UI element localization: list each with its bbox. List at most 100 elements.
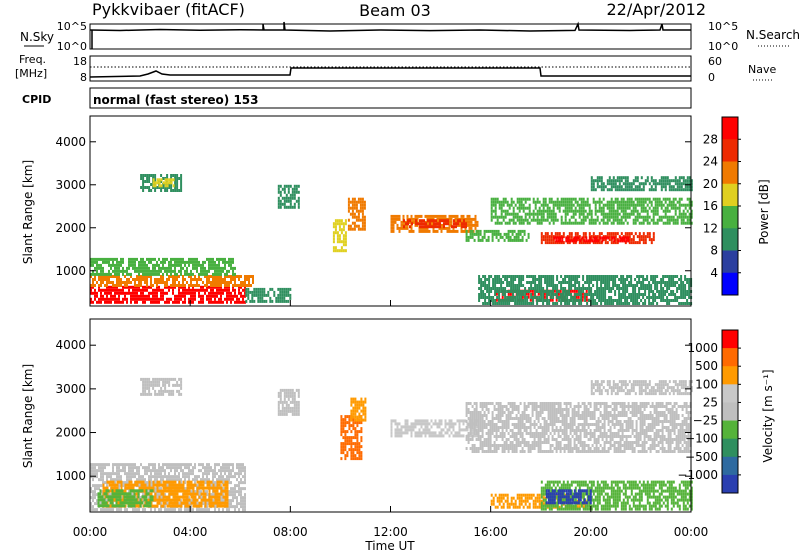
power-cell bbox=[566, 302, 569, 305]
velocity-cell bbox=[186, 475, 188, 479]
power-cell bbox=[160, 269, 162, 273]
power-cell bbox=[682, 287, 685, 290]
power-cell bbox=[359, 203, 362, 207]
power-cell bbox=[468, 223, 471, 227]
power-cell bbox=[479, 238, 482, 242]
power-cell bbox=[664, 197, 667, 201]
power-cell bbox=[544, 238, 547, 242]
velocity-cell bbox=[96, 469, 98, 473]
velocity-cell bbox=[240, 469, 242, 473]
velocity-cell bbox=[192, 489, 195, 493]
power-cell bbox=[624, 302, 627, 305]
velocity-cell bbox=[188, 475, 190, 479]
power-cell bbox=[514, 287, 517, 290]
power-cell bbox=[106, 300, 108, 304]
power-cell bbox=[194, 284, 196, 287]
power-cell bbox=[269, 299, 272, 303]
velocity-cell bbox=[126, 478, 128, 482]
power-cell bbox=[232, 285, 234, 289]
power-cell bbox=[443, 222, 445, 226]
velocity-cell bbox=[178, 483, 181, 487]
power-cell bbox=[628, 188, 631, 192]
velocity-cell bbox=[164, 472, 166, 476]
velocity-cell bbox=[242, 496, 244, 500]
velocity-cell bbox=[180, 486, 183, 490]
power-cell bbox=[180, 177, 183, 180]
power-cell bbox=[120, 269, 122, 273]
velocity-cell bbox=[242, 487, 244, 491]
power-cell bbox=[287, 293, 290, 297]
power-cell bbox=[504, 278, 507, 281]
velocity-cell bbox=[116, 480, 119, 484]
power-cell bbox=[516, 218, 519, 222]
power-cell bbox=[650, 218, 653, 222]
power-cell bbox=[646, 296, 649, 299]
velocity-cell bbox=[110, 483, 113, 487]
power-cell bbox=[666, 197, 669, 201]
power-cell bbox=[447, 222, 449, 226]
power-cell bbox=[402, 226, 405, 230]
power-cell bbox=[606, 287, 609, 290]
velocity-cell bbox=[208, 463, 210, 467]
power-cell bbox=[172, 189, 175, 192]
power-cell bbox=[238, 297, 240, 301]
power-cell bbox=[287, 199, 290, 203]
power-cell bbox=[516, 275, 519, 278]
velocity-cell bbox=[234, 505, 236, 509]
velocity-cell bbox=[112, 486, 115, 490]
power-cell bbox=[606, 232, 609, 236]
velocity-cell bbox=[158, 480, 161, 484]
power-cell bbox=[232, 284, 234, 287]
power-cell bbox=[620, 197, 623, 201]
power-cell bbox=[118, 275, 120, 278]
velocity-cell bbox=[162, 475, 164, 479]
power-cell bbox=[574, 206, 577, 210]
power-cell bbox=[289, 184, 292, 188]
power-cell bbox=[522, 203, 525, 207]
velocity-cell bbox=[176, 475, 178, 479]
power-cell bbox=[652, 232, 655, 236]
power-cell bbox=[580, 203, 583, 207]
velocity-cell bbox=[188, 502, 190, 506]
power-cell bbox=[644, 278, 647, 281]
power-cell bbox=[470, 226, 473, 230]
power-cell bbox=[261, 290, 264, 294]
power-cell bbox=[465, 222, 467, 226]
power-cell bbox=[624, 232, 627, 236]
power-cell bbox=[613, 236, 616, 240]
power-cell bbox=[482, 281, 485, 284]
power-cell bbox=[232, 294, 234, 298]
power-cell bbox=[642, 218, 645, 222]
velocity-cell bbox=[206, 478, 208, 482]
power-cell bbox=[454, 217, 457, 221]
velocity-cell bbox=[180, 483, 183, 487]
power-cell bbox=[289, 202, 292, 206]
power-cell bbox=[650, 241, 653, 245]
power-cell bbox=[220, 297, 222, 301]
velocity-cell bbox=[90, 472, 92, 476]
power-cell bbox=[652, 296, 655, 299]
velocity-cell bbox=[162, 480, 165, 484]
power-cell bbox=[682, 209, 685, 213]
power-cell bbox=[134, 297, 136, 301]
power-cell bbox=[247, 287, 250, 291]
power-cell bbox=[628, 200, 631, 204]
power-cell bbox=[228, 281, 230, 284]
nsky-tick-bottom-right: 10^0 bbox=[708, 40, 738, 53]
power-cell bbox=[416, 214, 419, 218]
power-cell bbox=[542, 212, 545, 216]
power-cell bbox=[528, 203, 531, 207]
velocity-cell bbox=[160, 508, 162, 512]
power-cell bbox=[150, 272, 152, 276]
power-cell bbox=[522, 275, 525, 278]
power-cell bbox=[508, 212, 511, 216]
power-cell bbox=[160, 186, 163, 189]
velocity-cell bbox=[228, 466, 230, 470]
power-cell bbox=[626, 206, 629, 210]
power-cell bbox=[636, 212, 639, 216]
power-cell bbox=[212, 288, 214, 292]
power-cell bbox=[430, 214, 433, 218]
power-cell bbox=[548, 284, 551, 287]
power-cell bbox=[542, 275, 545, 278]
power-cell bbox=[664, 290, 667, 293]
